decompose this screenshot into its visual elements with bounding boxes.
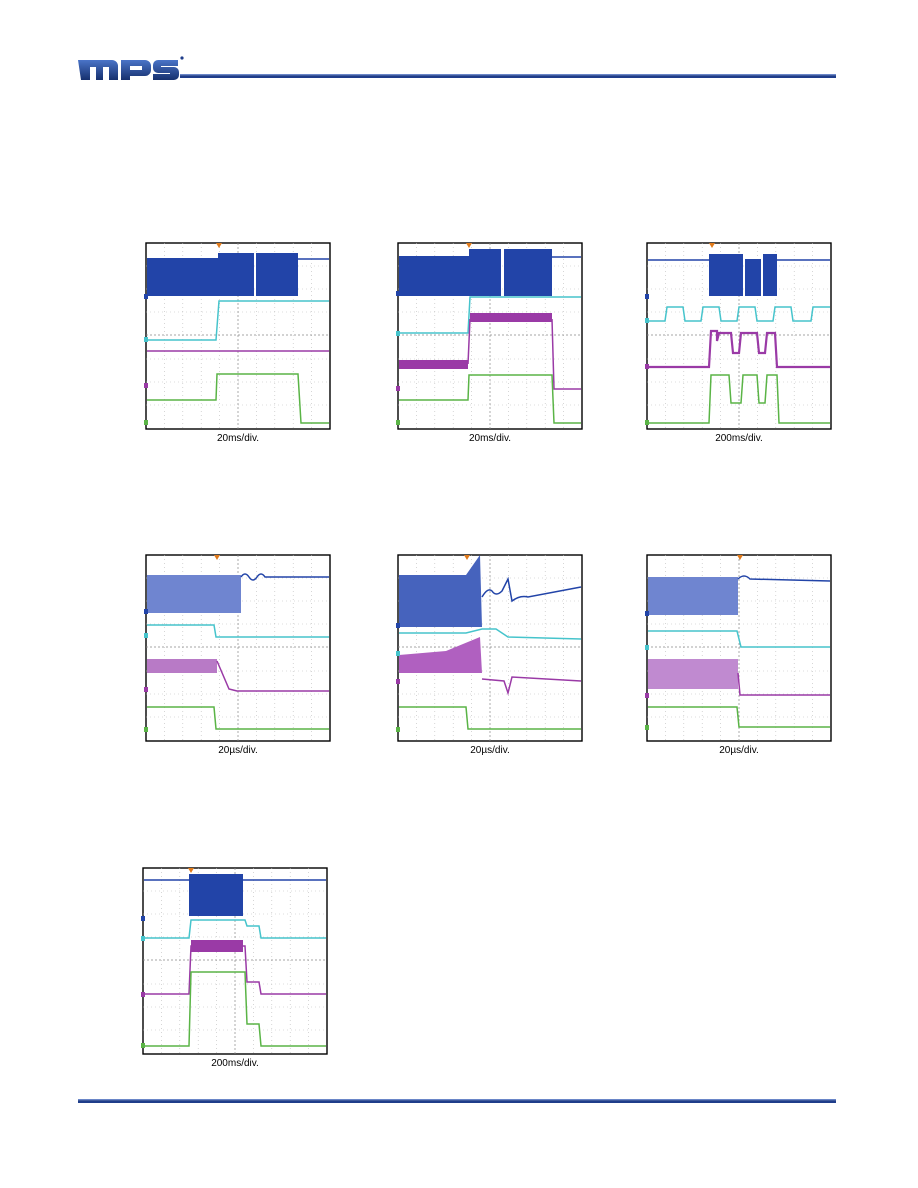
scope-plot-7 — [141, 866, 329, 1056]
footer-rule — [78, 1099, 836, 1103]
scope-3-svg — [645, 242, 832, 430]
scope-6-svg — [645, 554, 832, 742]
scope-3-caption: 200ms/div. — [715, 433, 763, 444]
scope-1-caption: 20ms/div. — [216, 433, 260, 444]
mps-logo — [76, 54, 184, 82]
scope-plot-1 — [144, 241, 332, 431]
scope-plot-2 — [396, 241, 584, 431]
scope-6-caption: 20µs/div. — [719, 745, 759, 756]
scope-5-caption: 20µs/div. — [470, 745, 510, 756]
scope-4-svg — [144, 554, 331, 742]
scope-5-svg — [396, 554, 583, 742]
scope-plot-4 — [144, 553, 332, 743]
scope-2-caption: 20ms/div. — [468, 433, 512, 444]
header-rule — [180, 74, 836, 78]
scope-7-caption: 200ms/div. — [211, 1058, 259, 1069]
scope-2-svg — [396, 242, 583, 430]
scope-plot-3 — [645, 241, 833, 431]
scope-4-caption: 20µs/div. — [218, 745, 258, 756]
scope-plot-5 — [396, 553, 584, 743]
scope-7-svg — [141, 867, 328, 1055]
mps-logo-mark — [78, 56, 184, 80]
scope-plot-6 — [645, 553, 833, 743]
scope-1-svg — [144, 242, 331, 430]
